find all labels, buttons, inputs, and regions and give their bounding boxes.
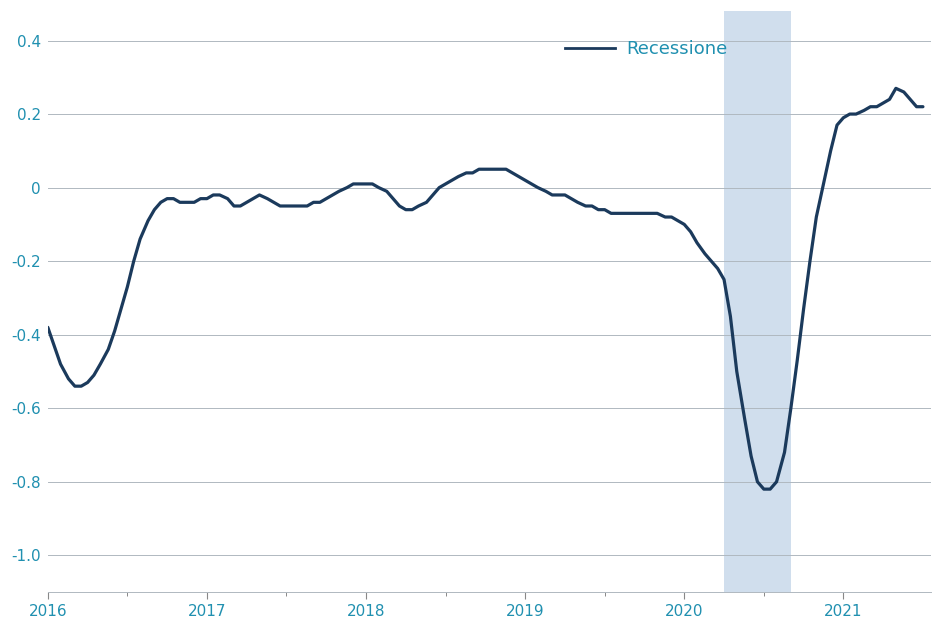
- Legend: Recessione: Recessione: [564, 40, 727, 59]
- Bar: [724, 11, 791, 592]
